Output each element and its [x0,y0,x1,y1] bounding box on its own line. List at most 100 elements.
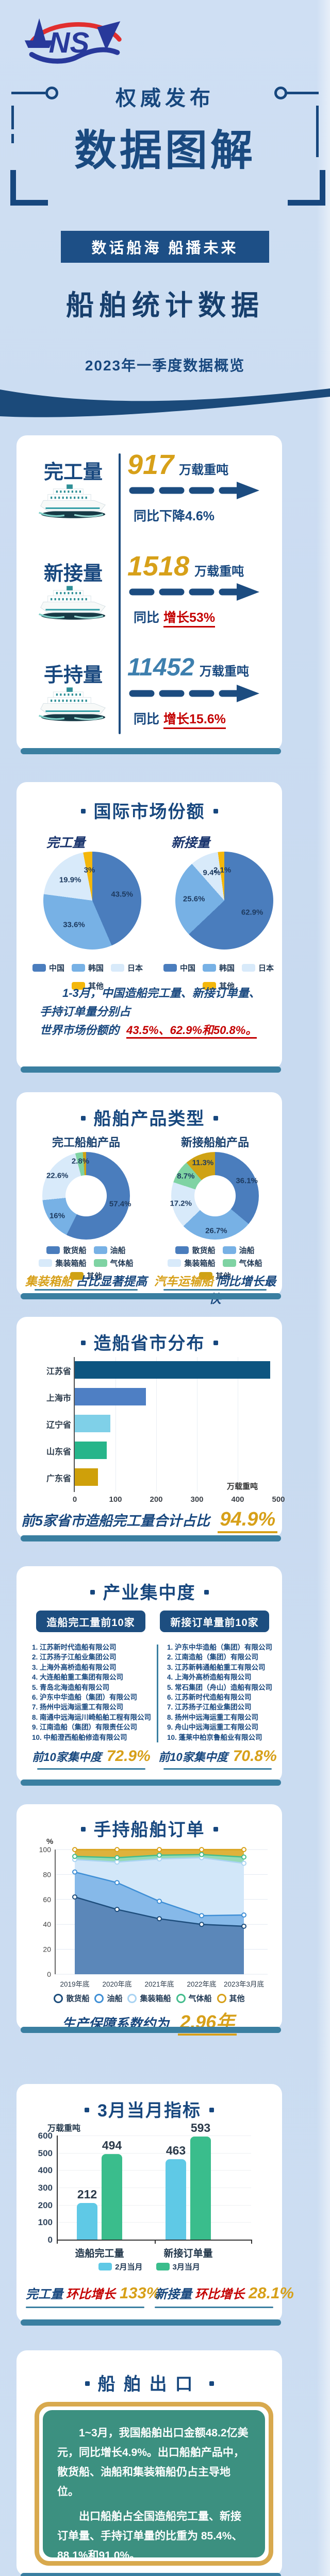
slice-label: 26.7% [205,1226,227,1235]
legend-swatch [39,1259,53,1267]
slice-label: 16% [49,1211,65,1221]
legend-label: 油船 [239,1246,255,1255]
legend-label: 油船 [107,1994,123,2003]
y-tick-label: 0 [47,2235,53,2245]
svg-text:80: 80 [43,1870,51,1878]
slice-label: 33.6% [63,920,85,929]
bar [190,2137,211,2240]
circuit-line-left [11,92,45,94]
overview-divider [119,453,121,734]
march-bar-chart: 600 500 400 300 200 100 0 212 494 造船完工量 463 593 新接订单… [16,2084,282,2259]
legend-swatch [168,1259,182,1267]
circuit-line-right [285,92,319,94]
card-bottom-bar [21,2573,281,2576]
legend-item: 集装箱船 [127,1993,171,2004]
card-province-distribution: 造船省市分布 江苏省 上海市 辽宁省 山东省 广东省 0 100 200 300 400 500 … [16,1317,285,1538]
card-backlog: 手持船舶订单 % 0 20 40 60 80 100 2019年底 2020年底 2021年底 2… [16,1804,282,2036]
area-y-unit: % [46,1837,54,1846]
bar-category-label: 江苏省 [46,1367,71,1376]
overview-row-backlog: 手持量 11452 万载重吨 同比 增长15.6% [16,653,282,745]
slice-label: 22.6% [46,1171,69,1180]
export-green-panel: 1~3月，我国船舶出口金额48.2亿美元，同比增长4.9%。出口船舶产品中，散货… [43,2410,265,2562]
overview-value: 11452 [127,654,194,681]
overview-yoy: 同比 增长53% [134,607,277,628]
bar [102,2154,122,2240]
pie-title-right: 新接量 [171,836,210,850]
svg-text:100: 100 [39,1846,52,1854]
dashed-arrow-icon [127,480,277,504]
legend-item: 油船 [222,1245,255,1256]
svg-text:60: 60 [43,1895,51,1904]
legend-item: 其他 [70,1270,102,1281]
bar-value-label: 593 [190,2121,211,2135]
svg-text:2020年底: 2020年底 [102,1980,131,1988]
legend-swatch [217,1993,226,2003]
market-paragraph: 1-3月，中国造船完工量、新接订单量、手持订单量分别占 世界市场份额的 43.5… [40,984,267,1040]
list-item: 10. 中船澄西船舶修造有限公司 [32,1733,127,1741]
legend-item: 其他 [217,1993,245,2004]
legend-label: 韩国 [219,964,235,973]
overview-row-neworders: 新接量 1518 万载重吨 同比 增长53% [16,551,282,644]
svg-text:0: 0 [47,1970,51,1978]
march-conclusion-left: 完工量 环比增长 133% [26,2284,161,2302]
bar-row: 山东省 [16,1437,282,1463]
overview-row-label: 新接量 [43,563,103,585]
top10-header-completions: 造船完工量前10家 [36,1611,145,1632]
legend-item: 中国 [163,962,195,973]
slice-label: 9.4% [203,868,221,877]
slice-label: 2.8% [71,1157,90,1166]
list-item: 7. 江苏扬子江船业集团公司 [167,1703,252,1711]
legend-label: 散货船 [66,1994,90,2003]
legend-label: 散货船 [63,1246,87,1255]
legend-item: 气体船 [93,1258,134,1268]
overview-value-line: 11452 万载重吨 [127,653,277,683]
legend-label: 3月当月 [172,2263,200,2272]
legend-label: 集装箱船 [55,1259,87,1268]
legend-label: 油船 [110,1246,126,1255]
legend-label: 2月当月 [115,2263,143,2272]
underline-left [35,1289,138,1291]
card-march-indicators: 3月当月指标 万载重吨 600 500 400 300 200 100 0 212 494 造船完… [16,2084,294,2323]
axis-tick [251,2241,252,2244]
list-item: 5. 青岛北海造船有限公司 [32,1683,110,1691]
slice-label: 36.1% [236,1176,258,1185]
slice-label: 43.5% [111,890,133,899]
y-tick-label: 400 [38,2165,53,2176]
legend-item: 3月当月 [156,2261,200,2272]
march-unit-label: 万载重吨 [47,2124,81,2133]
legend-item: 日本 [242,962,274,973]
legend-label: 其他 [86,1272,102,1281]
slice-label: 19.9% [59,875,81,885]
province-bar-chart: 江苏省 上海市 辽宁省 山东省 广东省 [16,1357,282,1492]
bar-value-label: 212 [77,2187,97,2201]
share-left: 前10家集中度 72.9% [32,1748,151,1765]
x-tick-label: 400 [231,1495,244,1504]
legend-item: 2月当月 [98,2261,143,2272]
circuit-dash-left-2 [11,134,14,143]
circuit-dash-right [316,106,319,157]
share-right: 前10家集中度 70.8% [158,1748,277,1765]
slice-label: 17.2% [170,1199,192,1208]
pie-legend-right: 中国 韩国 日本 其他 [157,962,280,991]
frame-bracket-left [10,170,48,206]
legend-item: 散货船 [54,1993,89,2004]
legend-item: 油船 [94,1993,122,2004]
legend-swatch [202,982,216,990]
province-conclusion: 前5家省市造船完工量合计占比 94.9% [16,1509,282,1533]
legend-item: 日本 [111,962,143,973]
legend-label: 日本 [258,964,274,973]
list-item: 1. 沪东中华造船（集团）有限公司 [167,1643,273,1651]
bar-value-label: 494 [102,2138,122,2152]
export-paragraph-1: 1~3月，我国船舶出口金额48.2亿美元，同比增长4.9%。出口船舶产品中，散货… [57,2427,249,2498]
section-title: 船舶产品类型 [16,1105,282,1130]
bar-row: 江苏省 [16,1357,282,1383]
y-axis [57,2136,58,2240]
legend-item: 韩国 [71,962,104,973]
legend-label: 集装箱船 [184,1259,216,1268]
legend-swatch [175,1246,189,1254]
dashed-arrow-icon [127,683,277,707]
y-tick-label: 100 [38,2217,53,2228]
circuit-node-left-icon [45,87,58,99]
bar-group-label: 新接订单量 [163,2248,213,2259]
